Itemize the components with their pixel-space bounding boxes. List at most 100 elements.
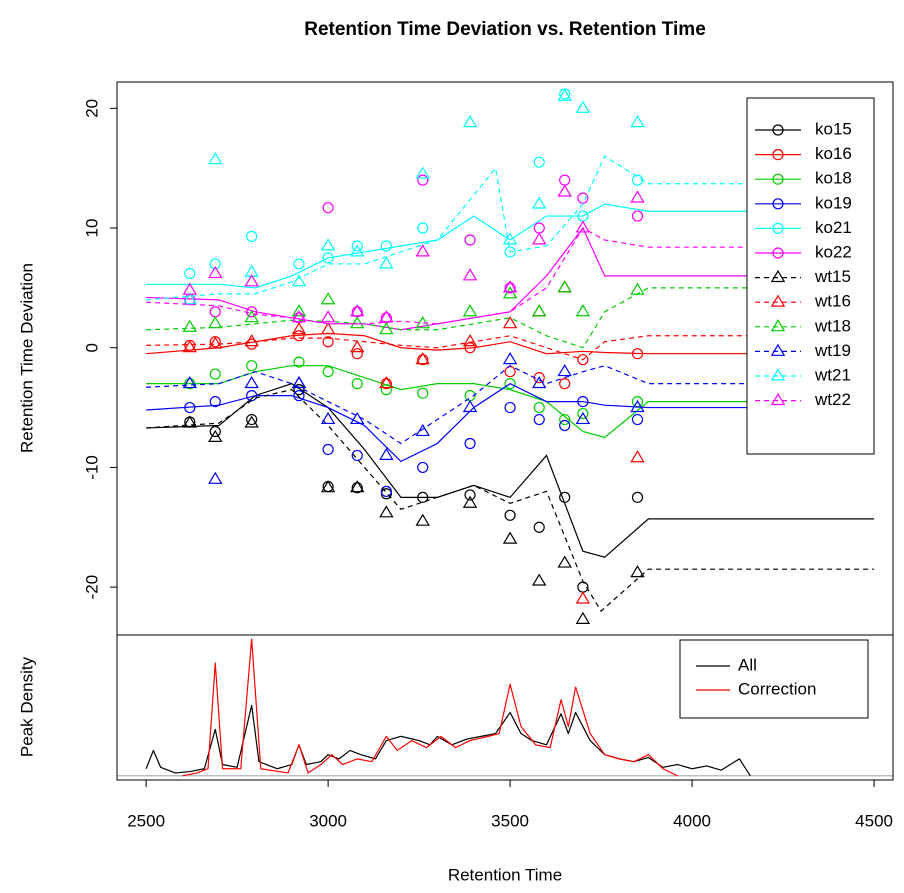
legend-marker bbox=[770, 269, 786, 283]
circle-point bbox=[322, 366, 334, 378]
circle-point bbox=[184, 267, 196, 280]
triangle-point bbox=[379, 505, 394, 518]
circle-point bbox=[504, 509, 516, 521]
circle-point bbox=[631, 491, 644, 503]
triangle-point bbox=[379, 310, 394, 323]
fit-line bbox=[146, 332, 875, 355]
circle-point bbox=[351, 449, 363, 462]
fit-line bbox=[146, 364, 875, 445]
legend-label: ko16 bbox=[815, 144, 852, 163]
triangle-point bbox=[320, 238, 336, 251]
triangle-point bbox=[462, 304, 478, 317]
circle-point bbox=[577, 581, 589, 593]
triangle-point bbox=[462, 399, 478, 413]
legend-label: wt21 bbox=[814, 365, 851, 384]
chart-title: Retention Time Deviation vs. Retention T… bbox=[304, 19, 706, 40]
legend-label: wt19 bbox=[814, 341, 851, 360]
triangle-point bbox=[182, 415, 198, 428]
triangle-point bbox=[182, 282, 198, 295]
circle-point bbox=[417, 174, 429, 186]
triangle-point bbox=[320, 480, 336, 493]
triangle-point bbox=[320, 411, 336, 425]
triangle-point bbox=[531, 232, 547, 245]
triangle-point bbox=[320, 322, 336, 335]
legend-label: ko19 bbox=[815, 193, 852, 212]
circle-point bbox=[293, 356, 305, 368]
triangle-point bbox=[244, 415, 259, 428]
triangle-point bbox=[208, 429, 223, 442]
circle-point bbox=[351, 240, 363, 252]
circle-point bbox=[533, 521, 545, 533]
triangle-point bbox=[244, 310, 259, 323]
legend-marker bbox=[770, 294, 786, 307]
circle-point bbox=[209, 395, 221, 408]
legend-label: wt18 bbox=[814, 316, 851, 335]
legend-label: wt22 bbox=[814, 390, 851, 409]
circle-point bbox=[533, 401, 545, 414]
x-tick-label: 2500 bbox=[127, 811, 165, 830]
circle-point bbox=[504, 282, 516, 294]
triangle-point bbox=[557, 280, 572, 293]
y-tick-label: -10 bbox=[82, 455, 101, 480]
legend-marker bbox=[772, 247, 784, 259]
triangle-point bbox=[244, 375, 259, 389]
triangle-point bbox=[349, 304, 365, 317]
circle-point bbox=[351, 348, 363, 360]
triangle-point bbox=[208, 471, 223, 484]
triangle-point bbox=[291, 310, 307, 323]
circle-point bbox=[559, 174, 571, 186]
legend-marker bbox=[770, 319, 786, 332]
triangle-point bbox=[462, 495, 478, 508]
circle-point bbox=[559, 413, 571, 426]
y-tick-label: 10 bbox=[82, 219, 101, 238]
circle-point bbox=[209, 425, 221, 438]
legend-marker bbox=[772, 149, 784, 161]
legend-label: wt16 bbox=[814, 292, 851, 311]
circle-point bbox=[293, 258, 305, 270]
circle-point bbox=[631, 174, 644, 186]
triangle-point bbox=[502, 286, 518, 299]
legend-label: ko22 bbox=[815, 242, 852, 261]
top-plot bbox=[146, 88, 875, 624]
circle-point bbox=[246, 413, 258, 426]
circle-point bbox=[184, 294, 196, 306]
fit-line bbox=[146, 226, 875, 331]
overlay: -20 -10 0 10 20 ko15 ko16 ko18 ko19 ko21 ko22 wt15 w… bbox=[82, 97, 893, 830]
circle-point bbox=[577, 407, 589, 420]
triangle-point bbox=[462, 334, 478, 347]
x-tick-label: 3000 bbox=[309, 811, 347, 830]
circle-point bbox=[246, 230, 258, 243]
circle-point bbox=[417, 354, 429, 366]
triangle-point bbox=[557, 184, 572, 197]
circle-point bbox=[246, 360, 258, 372]
legend-marker bbox=[772, 198, 784, 210]
triangle-point bbox=[557, 88, 572, 101]
y-axis-label: Peak Density bbox=[17, 656, 36, 757]
triangle-point bbox=[379, 447, 394, 460]
circle-point bbox=[464, 489, 476, 501]
circle-point bbox=[504, 401, 516, 414]
circle-point bbox=[577, 192, 589, 204]
fit-line bbox=[146, 155, 875, 301]
legend-marker bbox=[772, 124, 784, 136]
triangle-point bbox=[208, 316, 223, 329]
triangle-point bbox=[630, 565, 645, 578]
circle-point bbox=[504, 246, 516, 258]
fit-line bbox=[146, 335, 875, 361]
triangle-point bbox=[531, 196, 547, 209]
x-tick-label: 4500 bbox=[855, 811, 893, 830]
circle-point bbox=[631, 413, 644, 426]
plot-frame bbox=[116, 634, 894, 781]
y-tick-label: 20 bbox=[82, 99, 101, 118]
triangle-point bbox=[575, 220, 591, 233]
triangle-point bbox=[531, 375, 547, 389]
circle-point bbox=[559, 419, 571, 432]
circle-point bbox=[351, 482, 363, 494]
triangle-point bbox=[320, 310, 336, 323]
circle-point bbox=[417, 461, 429, 474]
legend-marker bbox=[770, 343, 786, 356]
triangle-point bbox=[575, 411, 591, 425]
circle-point bbox=[417, 222, 429, 234]
triangle-point bbox=[575, 100, 591, 113]
